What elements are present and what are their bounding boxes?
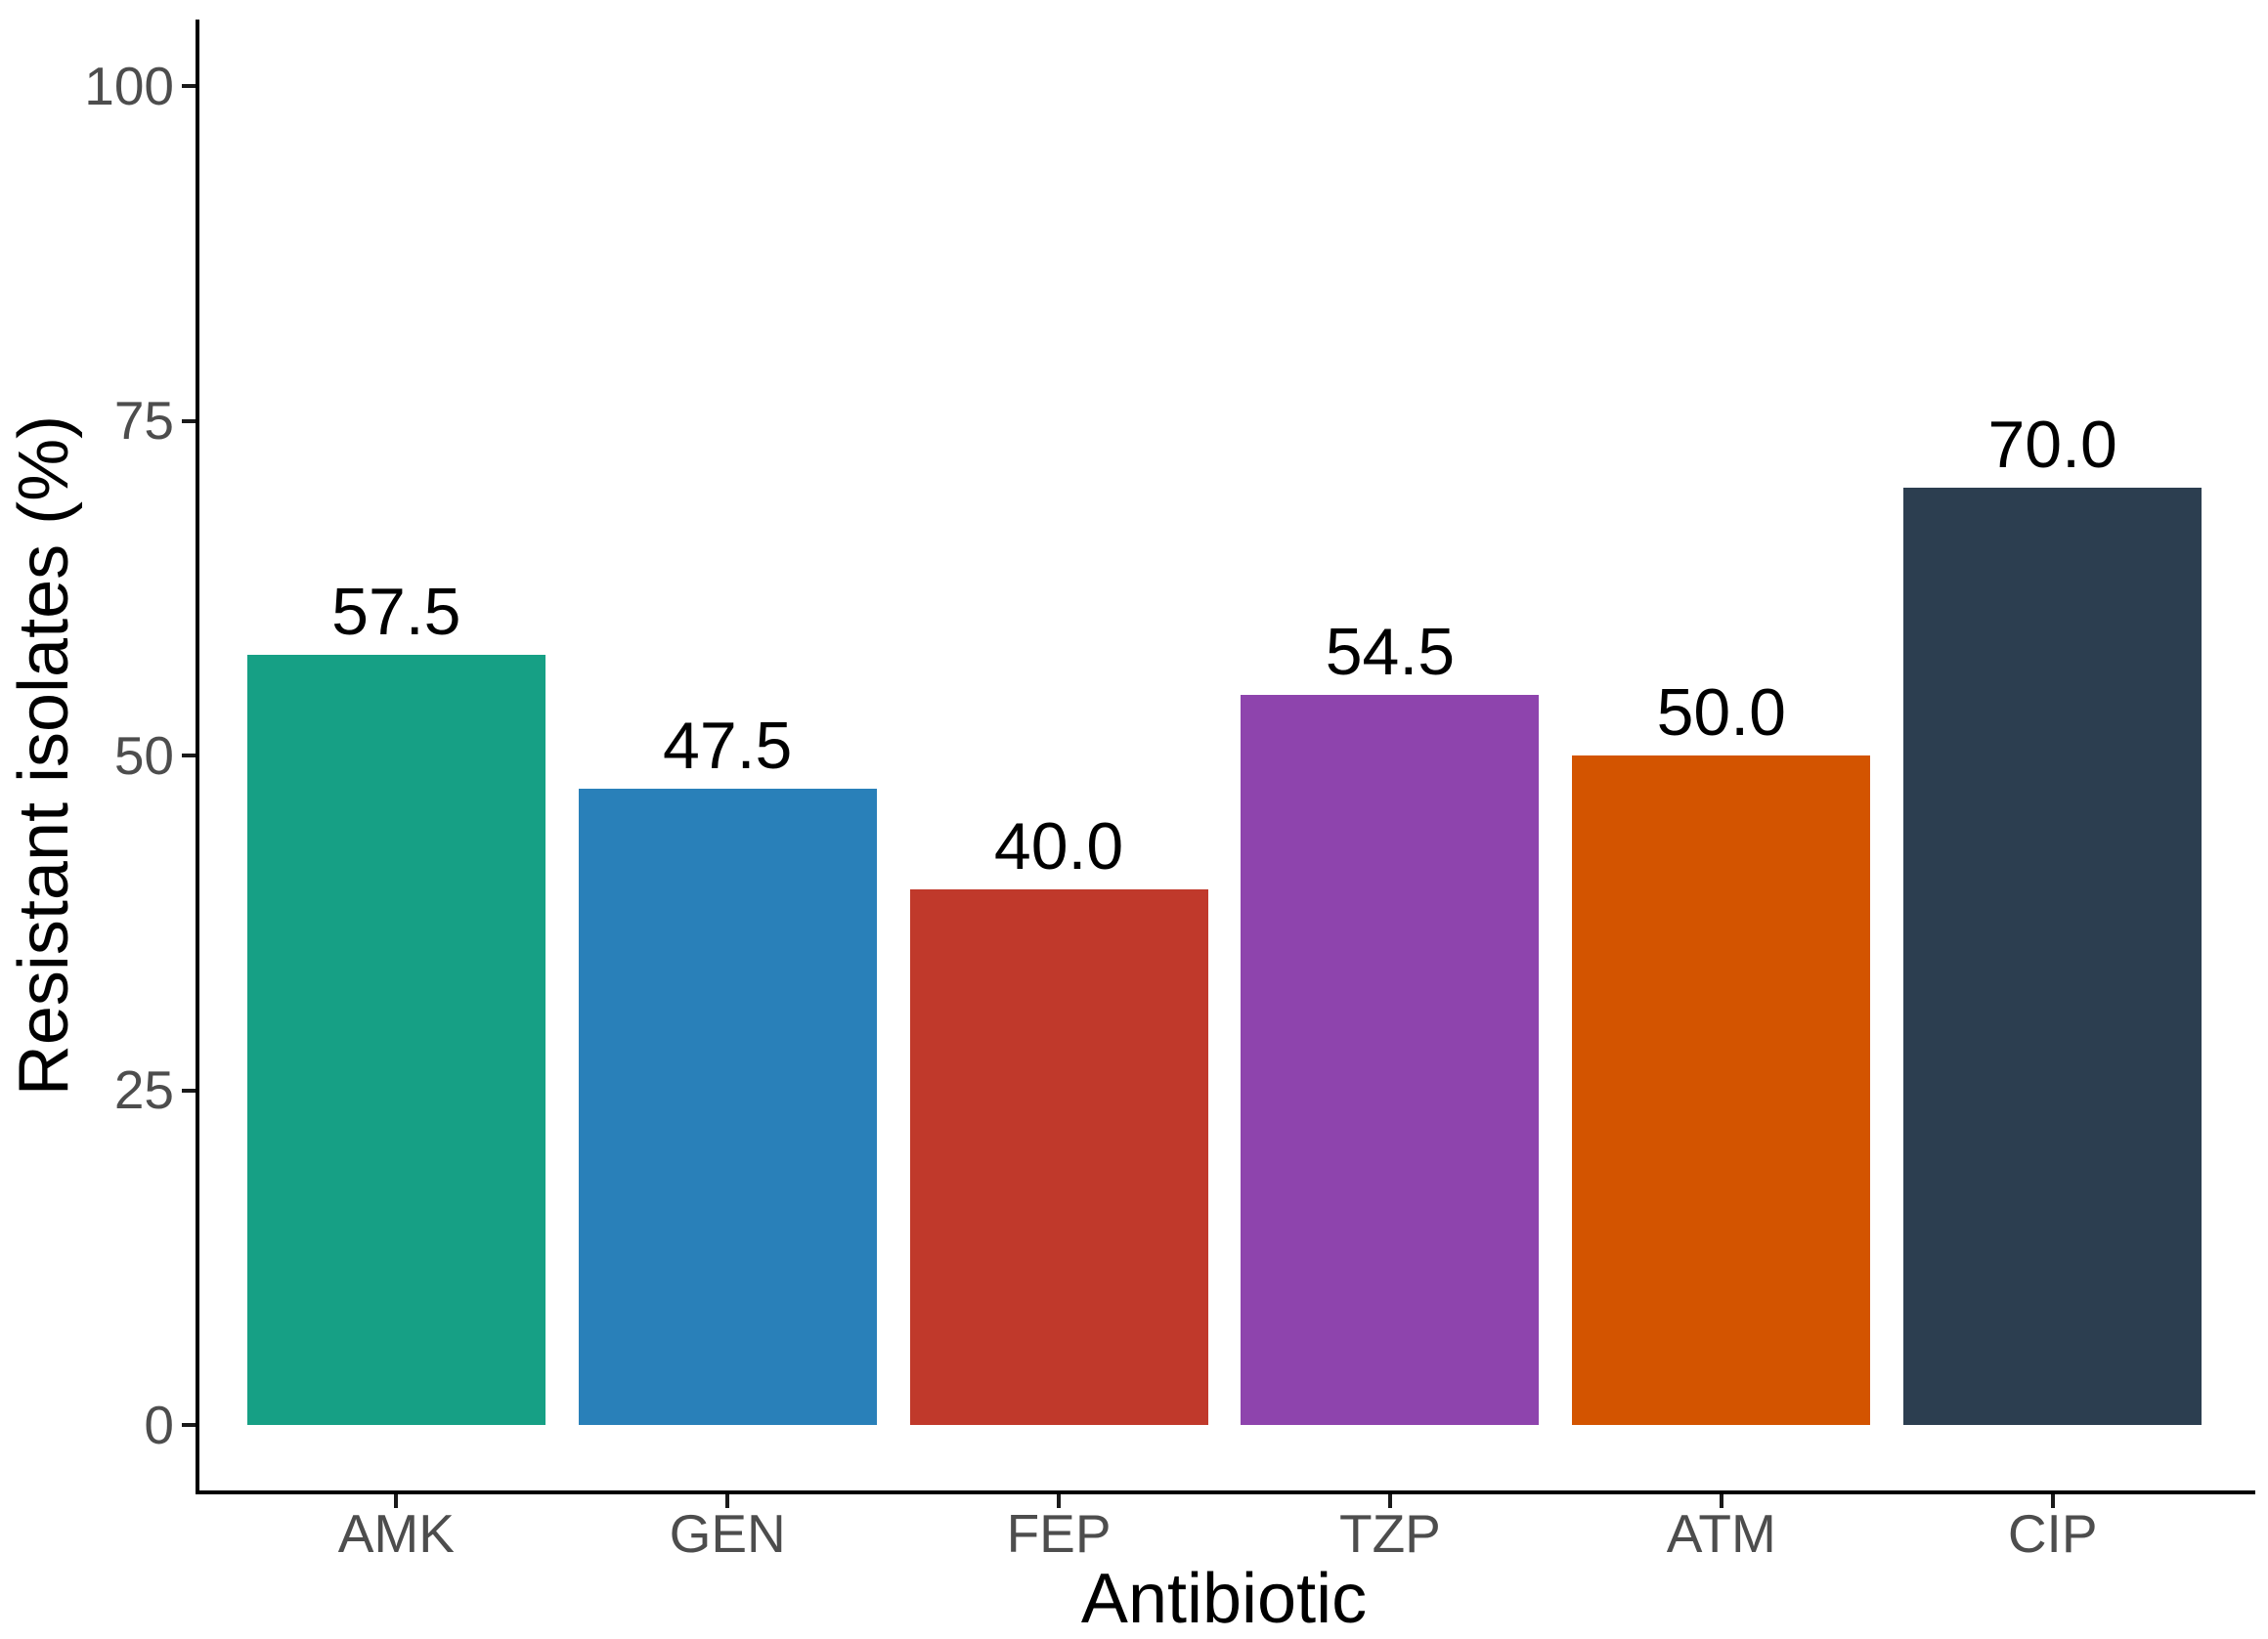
y-axis-tick (182, 1423, 196, 1427)
x-axis-tick (725, 1494, 730, 1508)
y-axis-tick-label: 25 (113, 1059, 174, 1120)
x-axis-tick-label: FEP (1006, 1503, 1112, 1564)
x-axis-tick (1719, 1494, 1723, 1508)
x-axis-tick (394, 1494, 399, 1508)
bar-value-label: 54.5 (1325, 615, 1456, 690)
y-axis-tick (182, 418, 196, 423)
x-axis-tick-label: TZP (1338, 1503, 1441, 1564)
bar-value-label: 57.5 (331, 575, 461, 650)
x-axis-tick-label: GEN (669, 1503, 786, 1564)
bar-tzp (1241, 695, 1540, 1425)
bar-amk (246, 655, 545, 1425)
y-axis-tick-label: 75 (113, 390, 174, 451)
bar-cip (1903, 488, 2203, 1425)
y-axis-tick-label: 0 (144, 1394, 174, 1455)
bar-value-label: 70.0 (1987, 408, 2117, 482)
y-axis-tick (182, 84, 196, 88)
x-axis-tick (2050, 1494, 2055, 1508)
bar-fep (909, 889, 1208, 1425)
x-axis-tick (1057, 1494, 1062, 1508)
bar-value-label: 50.0 (1656, 675, 1786, 750)
x-axis-tick-label: ATM (1666, 1503, 1776, 1564)
bar-gen (578, 789, 877, 1425)
bar-value-label: 47.5 (663, 709, 793, 784)
x-axis-tick-label: CIP (2007, 1503, 2098, 1564)
y-axis-tick-label: 100 (84, 55, 174, 116)
bar-value-label: 40.0 (993, 809, 1124, 884)
y-axis-tick (182, 754, 196, 757)
bar-atm (1572, 755, 1871, 1425)
x-axis-tick-label: AMK (337, 1503, 455, 1564)
y-axis-tick-label: 50 (113, 724, 174, 786)
x-axis-tick (1387, 1494, 1392, 1508)
y-axis-line (196, 20, 199, 1494)
y-axis-tick (182, 1088, 196, 1093)
x-axis-line (196, 1490, 2255, 1494)
x-axis-title: Antibiotic (1080, 1560, 1368, 1638)
